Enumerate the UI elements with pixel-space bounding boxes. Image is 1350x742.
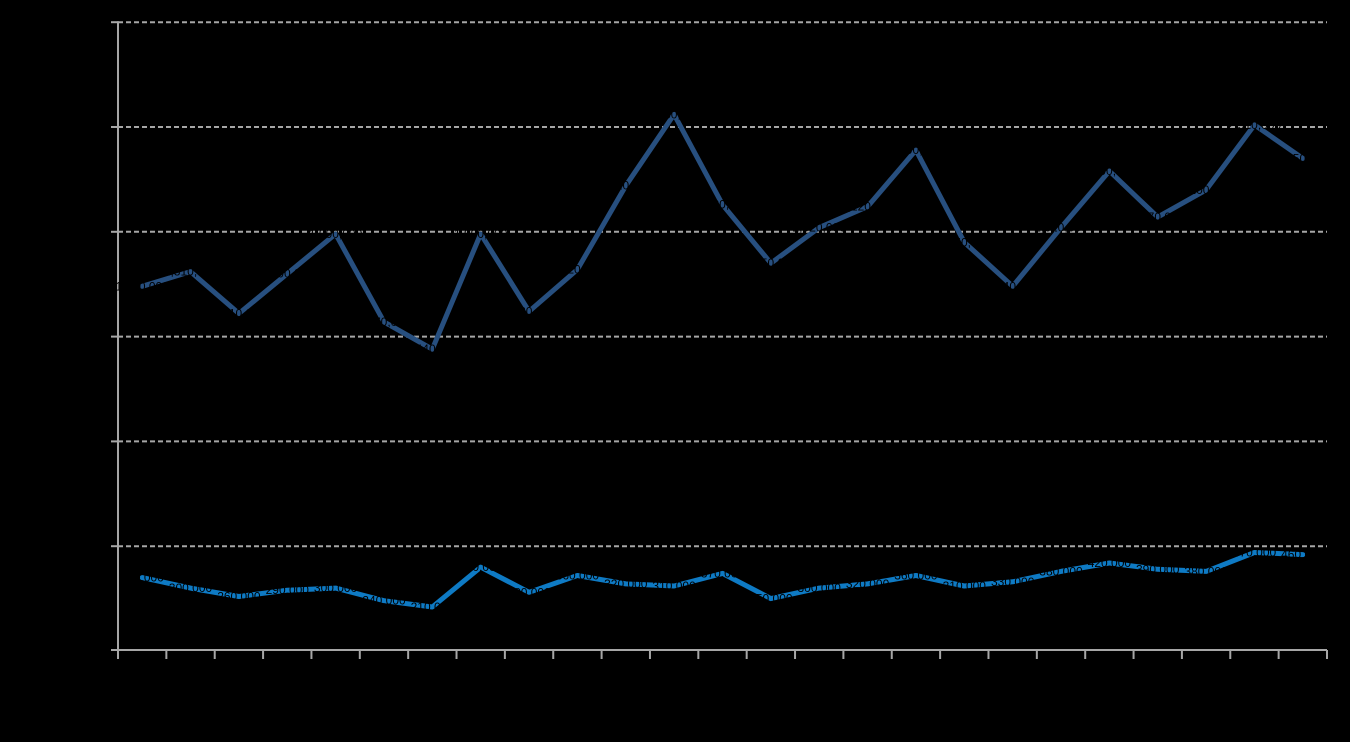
- upper-dark-blue-series-data-label: 1,990,000: [309, 227, 363, 241]
- lower-bright-blue-series-data-label: 210,000: [411, 600, 455, 614]
- lower-bright-blue-series-data-label: 240,000: [362, 594, 406, 608]
- lower-bright-blue-series-data-label: 390,000: [1136, 562, 1180, 576]
- upper-dark-blue-series-data-label: 1,740,000: [116, 279, 170, 293]
- lower-bright-blue-series-data-label: 250,000: [749, 592, 793, 606]
- lower-bright-blue-series-data-label: 470,000: [1233, 546, 1277, 560]
- lower-bright-blue-series-data-label: 320,000: [604, 577, 648, 591]
- lower-bright-blue-series-data-label: 300,000: [169, 581, 213, 595]
- lower-bright-blue-series-data-label: 330,000: [991, 575, 1035, 589]
- lower-bright-blue-series-line: [139, 550, 1306, 610]
- lower-bright-blue-series-data-label: 260,000: [217, 590, 261, 604]
- lower-bright-blue-series-data-label: 460,000: [1281, 548, 1325, 562]
- upper-dark-blue-series-data-label: 1,990,000: [454, 227, 508, 241]
- upper-dark-blue-series-data-label: 2,130,000: [696, 198, 750, 212]
- upper-dark-blue-series-data-label: 2,560,000: [647, 107, 701, 121]
- upper-dark-blue-series-data-label: 1,740,000: [986, 279, 1040, 293]
- upper-dark-blue-series-data-label: 2,120,000: [841, 200, 895, 214]
- lower-bright-blue-series-data-label: 310,000: [943, 579, 987, 593]
- upper-dark-blue-series-data-label: 2,220,000: [599, 179, 653, 193]
- upper-dark-blue-series-line: [139, 111, 1306, 352]
- lower-bright-blue-series-data-label: 350,000: [121, 571, 165, 585]
- upper-dark-blue-series-data-label: 1,570,000: [357, 315, 411, 329]
- lower-bright-blue-series-data-label: 290,000: [266, 583, 310, 597]
- lower-bright-blue-series-data-label: 420,000: [1088, 556, 1132, 570]
- upper-dark-blue-series-data-label: 2,070,000: [1131, 210, 1185, 224]
- upper-dark-blue-series-data-label: 2,390,000: [889, 143, 943, 157]
- upper-dark-blue-series-data-label: 1,620,000: [502, 304, 556, 318]
- lower-bright-blue-series-data-label: 380,000: [1184, 564, 1228, 578]
- upper-dark-blue-series-data-label: 1,950,000: [938, 235, 992, 249]
- lower-bright-blue-series-data-label: 380,000: [1039, 564, 1083, 578]
- upper-dark-blue-series-data-label: 1,820,000: [551, 263, 605, 277]
- upper-dark-blue-series-data-label: 2,290,000: [1083, 164, 1137, 178]
- upper-dark-blue-series-data-label: 1,800,000: [261, 267, 315, 281]
- upper-dark-blue-series-data-label: 1,440,000: [406, 342, 460, 356]
- upper-dark-blue-series-data-label: 2,020,000: [793, 221, 847, 235]
- lower-bright-blue-series-data-label: 360,000: [894, 569, 938, 583]
- upper-dark-blue-series-data-label: 2,020,000: [1034, 221, 1088, 235]
- lower-bright-blue-series-data-label: 300,000: [314, 581, 358, 595]
- lower-bright-blue-series-data-label: 280,000: [507, 585, 551, 599]
- upper-dark-blue-series-data-label: 2,350,000: [1276, 151, 1330, 165]
- upper-dark-blue-series-data-label: 2,510,000: [1228, 118, 1282, 132]
- lower-bright-blue-series-data-label: 370,000: [701, 566, 745, 580]
- upper-dark-blue-series-data-label: 1,850,000: [744, 256, 798, 270]
- upper-dark-blue-series-data-label: 2,200,000: [1179, 183, 1233, 197]
- lower-bright-blue-series-data-label: 400,000: [459, 560, 503, 574]
- lower-bright-blue-series-data-label: 360,000: [556, 569, 600, 583]
- lower-bright-blue-series-data-label: 300,000: [798, 581, 842, 595]
- lower-bright-blue-series-data-label: 320,000: [846, 577, 890, 591]
- lower-bright-blue-series-data-label: 310,000: [652, 579, 696, 593]
- upper-dark-blue-series-data-label: 1,810,000: [164, 265, 218, 279]
- upper-dark-blue-series-data-label: 1,610,000: [212, 307, 266, 321]
